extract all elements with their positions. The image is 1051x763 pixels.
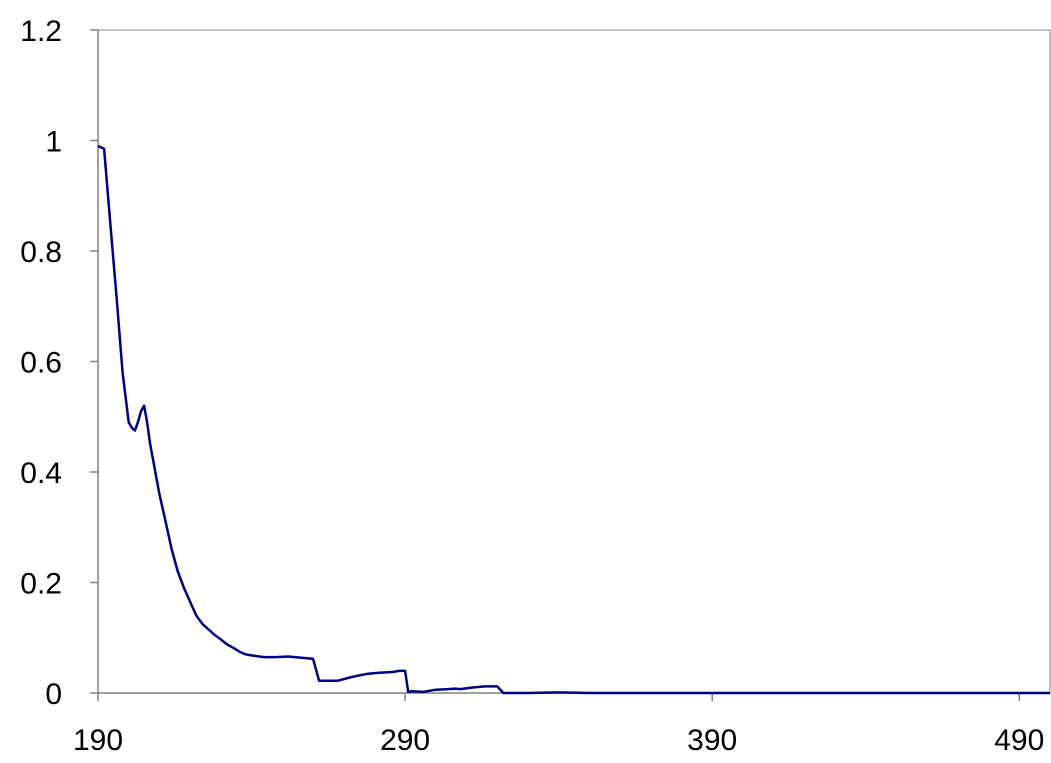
y-tick-label: 1 [45, 126, 62, 159]
x-tick-label: 490 [994, 724, 1044, 757]
plot-frame [97, 29, 1051, 694]
x-tick-label: 390 [687, 724, 737, 757]
y-tick-label: 0.2 [20, 568, 62, 601]
y-tick-label: 0.4 [20, 457, 62, 490]
y-tick-label: 0.6 [20, 347, 62, 380]
y-tick-label: 0.8 [20, 236, 62, 269]
x-tick-label: 190 [73, 724, 123, 757]
y-tick-label: 0 [45, 678, 62, 711]
y-axis-ticks: 0 0.2 0.4 0.6 0.8 1 1.2 [20, 15, 98, 711]
x-tick-label: 290 [380, 724, 430, 757]
series-line [97, 144, 1050, 695]
x-axis-ticks: 190 290 390 490 [73, 693, 1044, 757]
y-tick-label: 1.2 [20, 15, 62, 48]
series-layer [97, 144, 1050, 695]
